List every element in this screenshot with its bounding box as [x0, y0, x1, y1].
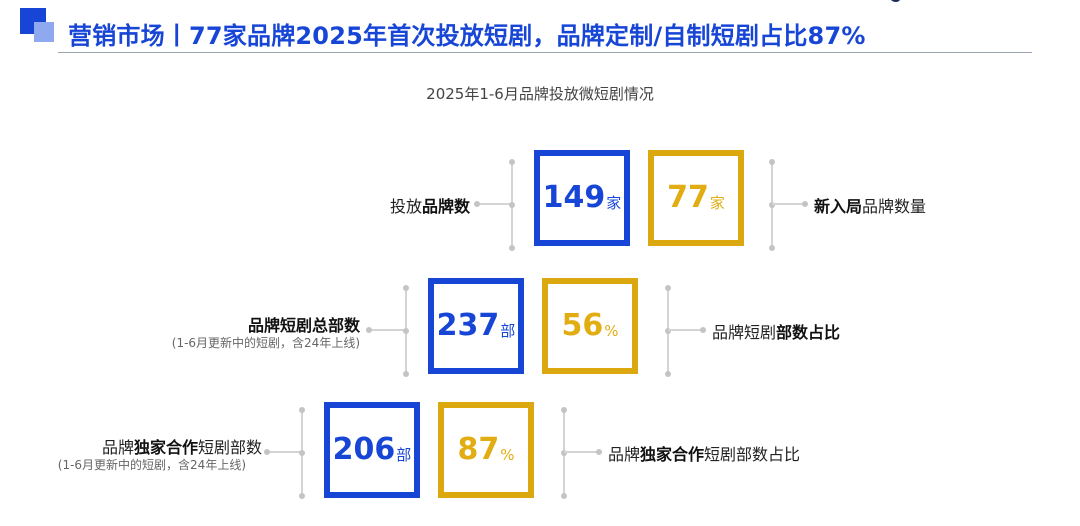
total-dramas-box: 237 部	[428, 278, 524, 374]
chart-subtitle: 2025年1-6月品牌投放微短剧情况	[426, 85, 654, 103]
total-brands-value: 149	[542, 180, 606, 215]
page-title: 营销市场丨77家品牌2025年首次投放短剧，品牌定制/自制短剧占比87%	[68, 22, 866, 50]
total-dramas-unit: 部	[500, 322, 516, 340]
row-left-label: 品牌短剧总部数	[248, 312, 360, 336]
row-left-label: 投放品牌数	[390, 193, 470, 217]
row-left-note: (1-6月更新中的短剧，含24年上线)	[57, 458, 246, 472]
right-label-plain-tail: 短剧部数占比	[704, 445, 801, 464]
right-connector	[668, 327, 706, 333]
dramas-share-box: 56%	[542, 278, 638, 374]
left-label-bold: 独家合作	[133, 438, 198, 457]
right-label-bold: 新入局	[814, 197, 863, 216]
title-divider	[58, 52, 1032, 53]
left-label-plain: 品牌	[101, 438, 134, 457]
left-bracket	[296, 407, 308, 499]
exclusive-dramas-unit: 部	[396, 446, 412, 464]
exclusive-dramas-value: 206	[332, 432, 396, 467]
right-label-plain: 品牌	[608, 445, 641, 464]
exclusive-dramas-box: 206 部	[324, 402, 420, 498]
dramas-share-value: 56	[561, 308, 604, 343]
left-bracket	[506, 159, 518, 251]
stat-row-exclusive-dramas: 品牌独家合作短剧部数 (1-6月更新中的短剧，含24年上线) 206 部 87% …	[0, 402, 1080, 512]
right-label-plain-tail: 品牌数量	[862, 197, 927, 216]
right-label-plain: 品牌短剧	[712, 323, 777, 342]
right-bracket	[662, 285, 674, 377]
left-label-plain-tail: 短剧部数	[197, 438, 262, 457]
left-label-plain: 投放	[389, 197, 422, 216]
exclusive-share-unit: %	[500, 445, 515, 464]
logo-square-small	[34, 22, 54, 42]
stat-row-total-dramas: 品牌短剧总部数 (1-6月更新中的短剧，含24年上线) 237 部 56% 品牌短…	[0, 278, 1080, 388]
new-brands-value: 77	[667, 180, 709, 215]
left-connector	[366, 327, 408, 333]
right-label-bold: 独家合作	[640, 445, 705, 464]
right-bracket	[766, 159, 778, 251]
right-connector	[772, 201, 808, 207]
row-right-label: 品牌短剧部数占比	[712, 319, 840, 343]
new-brands-box: 77 家	[648, 150, 744, 246]
right-label-bold: 部数占比	[776, 323, 841, 342]
logo-mark	[0, 0, 60, 52]
right-bracket	[558, 407, 570, 499]
row-right-label: 新入局品牌数量	[814, 193, 926, 217]
row-left-note: (1-6月更新中的短剧，含24年上线)	[171, 336, 360, 350]
right-connector	[564, 449, 602, 455]
exclusive-share-value: 87	[457, 432, 500, 467]
new-brands-unit: 家	[709, 194, 725, 212]
left-connector	[474, 201, 512, 207]
stat-row-brands: 投放品牌数 149 家 77 家 新入局品牌数量	[0, 150, 1080, 260]
dramas-share-unit: %	[604, 321, 619, 340]
left-connector	[264, 449, 304, 455]
total-dramas-value: 237	[436, 308, 500, 343]
row-left-label: 品牌独家合作短剧部数	[102, 434, 262, 458]
exclusive-share-box: 87%	[438, 402, 534, 498]
row-right-label: 品牌独家合作短剧部数占比	[608, 441, 800, 465]
left-label-bold: 品牌短剧总部数	[247, 316, 360, 335]
left-bracket	[400, 285, 412, 377]
total-brands-box: 149 家	[534, 150, 630, 246]
decorative-corner-mark	[891, 0, 900, 2]
total-brands-unit: 家	[606, 194, 622, 212]
left-label-bold: 品牌数	[421, 197, 470, 216]
